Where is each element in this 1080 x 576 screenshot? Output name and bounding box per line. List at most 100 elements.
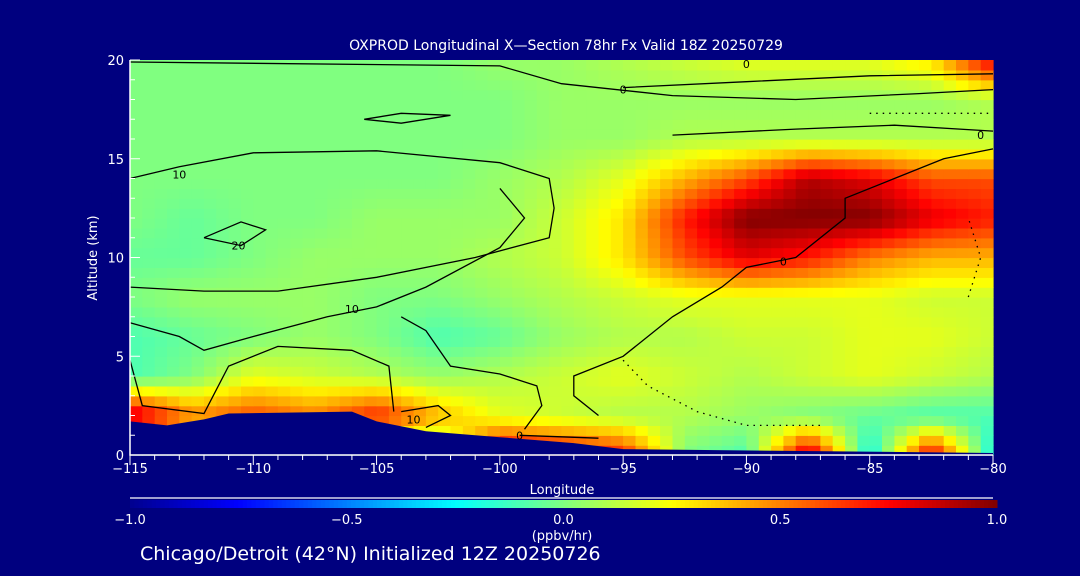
contour-label: 0 — [743, 58, 750, 71]
heatmap-cell — [697, 158, 710, 170]
heatmap-cell — [265, 257, 279, 268]
heatmap-cell — [450, 188, 464, 199]
heatmap-cell — [179, 208, 193, 219]
heatmap-cell — [808, 366, 821, 377]
heatmap-cell — [919, 395, 932, 407]
heatmap-cell — [697, 79, 710, 91]
heatmap-cell — [832, 297, 846, 308]
heatmap-cell — [351, 158, 365, 170]
heatmap-cell — [561, 178, 575, 189]
heatmap-cell — [499, 99, 513, 110]
heatmap-cell — [204, 405, 217, 417]
heatmap-cell — [610, 297, 624, 308]
heatmap-cell — [549, 316, 563, 328]
heatmap-cell — [820, 109, 834, 120]
heatmap-cell — [697, 435, 710, 446]
heatmap-cell — [598, 306, 612, 318]
heatmap-cell — [906, 445, 920, 456]
heatmap-cell — [697, 376, 710, 387]
heatmap-cell — [302, 208, 316, 219]
heatmap-cell — [919, 425, 932, 436]
heatmap-cell — [364, 356, 378, 367]
heatmap-cell — [438, 237, 452, 249]
heatmap-cell — [512, 79, 526, 91]
heatmap-cell — [487, 168, 501, 180]
heatmap-cell — [536, 198, 550, 209]
heatmap-cell — [734, 306, 747, 318]
heatmap-cell — [845, 237, 858, 249]
heatmap-cell — [832, 198, 846, 209]
heatmap-cell — [462, 69, 476, 81]
heatmap-cell — [709, 178, 723, 189]
heatmap-cell — [845, 99, 858, 110]
heatmap-cell — [364, 287, 378, 298]
heatmap-cell — [758, 237, 772, 249]
heatmap-cell — [586, 99, 600, 110]
colorbar-swatch — [880, 500, 885, 508]
heatmap-cell — [413, 237, 427, 249]
heatmap-cell — [820, 385, 834, 397]
heatmap-cell — [351, 336, 365, 347]
heatmap-cell — [524, 356, 538, 367]
heatmap-cell — [154, 336, 168, 347]
footer-caption: Chicago/Detroit (42°N) Initialized 12Z 2… — [140, 543, 601, 565]
heatmap-cell — [228, 376, 242, 387]
heatmap-cell — [364, 346, 378, 357]
heatmap-cell — [845, 277, 858, 288]
heatmap-cell — [179, 277, 193, 288]
heatmap-cell — [327, 99, 341, 110]
heatmap-cell — [623, 356, 636, 367]
heatmap-cell — [241, 306, 254, 318]
heatmap-cell — [130, 89, 143, 101]
heatmap-cell — [388, 336, 402, 347]
heatmap-cell — [857, 267, 871, 278]
heatmap-cell — [610, 188, 624, 199]
x-tick-label: −85 — [856, 462, 883, 477]
heatmap-cell — [413, 405, 427, 417]
heatmap-cell — [450, 415, 464, 426]
heatmap-cell — [142, 148, 156, 160]
colorbar-label: (ppbv/hr) — [532, 529, 593, 544]
heatmap-cell — [364, 336, 378, 347]
heatmap-cell — [783, 227, 797, 239]
heatmap-cell — [857, 158, 871, 170]
heatmap-cell — [351, 79, 365, 91]
heatmap-cell — [462, 306, 476, 318]
heatmap-cell — [351, 306, 365, 318]
heatmap-cell — [820, 445, 834, 456]
heatmap-cell — [536, 287, 550, 298]
heatmap-cell — [450, 257, 464, 268]
heatmap-cell — [388, 415, 402, 426]
heatmap-cell — [549, 435, 563, 446]
heatmap-cell — [499, 237, 513, 249]
heatmap-cell — [610, 316, 624, 328]
heatmap-cell — [302, 178, 316, 189]
heatmap-cell — [857, 257, 871, 268]
heatmap-cell — [364, 218, 378, 229]
x-tick-label: −95 — [609, 462, 636, 477]
colorbar-swatch — [316, 500, 322, 508]
heatmap-cell — [647, 208, 661, 219]
heatmap-cell — [462, 188, 476, 199]
heatmap-cell — [167, 415, 180, 426]
heatmap-cell — [672, 425, 686, 436]
heatmap-cell — [191, 287, 205, 298]
heatmap-cell — [450, 366, 464, 377]
heatmap-cell — [425, 316, 439, 328]
heatmap-cell — [808, 326, 821, 338]
heatmap-cell — [956, 346, 969, 357]
heatmap-cell — [154, 376, 168, 387]
heatmap-cell — [795, 89, 809, 101]
heatmap-cell — [894, 267, 908, 278]
heatmap-cell — [845, 89, 858, 101]
colorbar-swatch — [706, 500, 712, 508]
colorbar-swatch — [182, 500, 187, 508]
heatmap-cell — [573, 257, 587, 268]
heatmap-cell — [265, 297, 279, 308]
heatmap-cell — [549, 336, 563, 347]
heatmap-cell — [364, 139, 378, 150]
heatmap-cell — [598, 346, 612, 357]
terrain-mask — [130, 411, 993, 455]
colorbar-swatch — [299, 500, 304, 508]
heatmap-cell — [573, 366, 587, 377]
